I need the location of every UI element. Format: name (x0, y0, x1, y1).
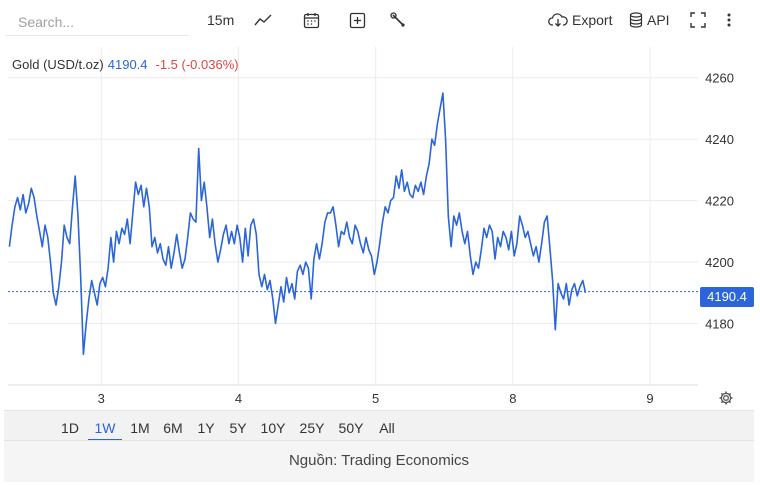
x-tick-label: 8 (509, 391, 516, 406)
plus-box-icon (349, 12, 366, 29)
legend-change: -1.5 (-0.036%) (155, 57, 239, 72)
range-6m[interactable]: 6M (163, 420, 183, 436)
range-selector: 1D 1W 1M 6M 1Y 5Y 10Y 25Y 50Y All (4, 410, 754, 441)
y-tick-label: 4240 (705, 132, 734, 147)
gear-icon (718, 391, 734, 410)
range-1m[interactable]: 1M (130, 420, 150, 436)
y-tick-label: 4180 (705, 317, 734, 332)
api-button[interactable]: API (629, 9, 670, 31)
legend-symbol: Gold (USD/t.oz) (12, 57, 104, 72)
fullscreen-button[interactable] (690, 9, 706, 31)
range-5y[interactable]: 5Y (229, 420, 247, 436)
y-tick-label: 4260 (705, 71, 734, 86)
interval-selector[interactable]: 15m (207, 9, 234, 31)
add-indicator-button[interactable] (349, 9, 366, 31)
range-25y[interactable]: 25Y (299, 420, 325, 436)
price-series-line (8, 92, 587, 356)
fullscreen-icon (690, 12, 706, 28)
export-label: Export (572, 12, 613, 28)
database-icon (629, 12, 643, 28)
legend-price: 4190.4 (107, 57, 148, 72)
cloud-download-icon (548, 12, 568, 28)
api-label: API (647, 12, 670, 28)
vertical-dots-icon (726, 12, 732, 28)
range-all[interactable]: All (379, 420, 395, 436)
more-options-button[interactable] (726, 9, 732, 31)
line-chart-icon (254, 13, 272, 27)
x-tick-label: 3 (98, 391, 105, 406)
price-chart[interactable]: 4180 4200 4220 4240 4260 3 4 5 8 9 (0, 42, 760, 410)
chart-legend: Gold (USD/t.oz) 4190.4 -1.5 (-0.036%) (12, 57, 239, 72)
range-1y[interactable]: 1Y (197, 420, 215, 436)
y-tick-label: 4220 (705, 194, 734, 209)
interval-label: 15m (207, 12, 235, 28)
range-50y[interactable]: 50Y (338, 420, 364, 436)
calendar-button[interactable] (303, 9, 320, 31)
y-tick-label: 4200 (705, 255, 734, 270)
range-1w[interactable]: 1W (88, 411, 122, 441)
wrench-icon (390, 11, 407, 29)
search-input[interactable] (6, 8, 188, 36)
calendar-icon (303, 12, 320, 29)
last-price-tag: 4190.4 (700, 287, 754, 307)
export-button[interactable]: Export (548, 9, 612, 31)
range-1d[interactable]: 1D (61, 420, 79, 436)
x-tick-label: 9 (646, 391, 653, 406)
x-tick-label: 5 (372, 391, 379, 406)
chart-settings-button[interactable] (718, 390, 734, 411)
range-10y[interactable]: 10Y (260, 420, 286, 436)
source-footer: Nguồn: Trading Economics (4, 440, 754, 482)
toolbar: 15m Export API (0, 0, 760, 42)
chart-type-button[interactable] (254, 9, 272, 31)
settings-tool-button[interactable] (390, 9, 407, 31)
x-tick-label: 4 (235, 391, 242, 406)
